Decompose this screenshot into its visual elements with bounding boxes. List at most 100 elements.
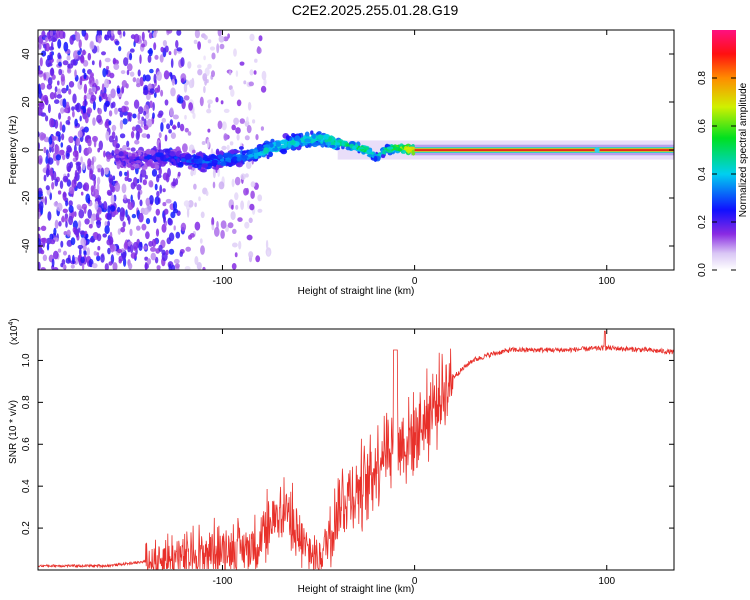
noise-blob bbox=[209, 46, 216, 51]
noise-blob bbox=[249, 69, 254, 76]
noise-blob bbox=[139, 76, 144, 87]
noise-blob bbox=[194, 256, 199, 265]
noise-blob bbox=[58, 112, 62, 120]
noise-blob bbox=[60, 73, 65, 82]
noise-blob bbox=[160, 122, 164, 132]
noise-blob bbox=[127, 63, 133, 72]
noise-blob bbox=[244, 221, 250, 229]
noise-blob bbox=[203, 86, 206, 94]
noise-blob bbox=[171, 125, 177, 130]
noise-blob bbox=[145, 197, 151, 207]
ridge-blob bbox=[397, 148, 403, 152]
snr-y-tick-label: 0.2 bbox=[21, 521, 32, 535]
noise-blob bbox=[93, 137, 97, 148]
noise-blob bbox=[117, 206, 121, 213]
noise-blob bbox=[78, 144, 82, 154]
noise-blob bbox=[90, 185, 94, 193]
noise-blob bbox=[38, 226, 41, 231]
noise-blob bbox=[207, 39, 212, 44]
noise-blob bbox=[175, 231, 181, 239]
noise-blob bbox=[255, 255, 261, 263]
noise-blob bbox=[39, 57, 43, 67]
snr-panel: -100 0 100 0.2 0.4 0.6 0.8 1.0 Height of straig… bbox=[8, 318, 675, 595]
noise-blob bbox=[154, 87, 159, 94]
noise-blob bbox=[54, 86, 58, 93]
noise-blob bbox=[45, 185, 50, 191]
noise-blob bbox=[45, 168, 50, 178]
spectrogram-frame bbox=[37, 29, 675, 271]
ridge-blob bbox=[206, 157, 211, 162]
noise-blob bbox=[250, 190, 255, 199]
noise-blob bbox=[156, 71, 162, 82]
noise-blob bbox=[169, 119, 174, 126]
noise-blob bbox=[182, 143, 188, 153]
noise-blob bbox=[40, 249, 45, 255]
noise-blob bbox=[61, 215, 65, 223]
noise-blob bbox=[96, 233, 102, 242]
noise-blob bbox=[82, 68, 86, 74]
noise-blob bbox=[255, 134, 259, 141]
noise-blob bbox=[150, 246, 156, 252]
noise-blob bbox=[215, 97, 219, 103]
noise-blob bbox=[145, 218, 151, 225]
noise-blob bbox=[237, 217, 243, 223]
noise-blob bbox=[75, 102, 82, 113]
ridge-blob bbox=[180, 154, 187, 158]
noise-blob bbox=[129, 52, 133, 61]
noise-blob bbox=[235, 127, 241, 134]
ridge-blob bbox=[172, 148, 178, 153]
ridge-blob bbox=[193, 155, 201, 159]
noise-blob bbox=[123, 241, 129, 250]
snr-y-tick-label: 0.4 bbox=[21, 479, 32, 493]
noise-blob bbox=[68, 200, 73, 207]
noise-blob bbox=[49, 30, 53, 37]
noise-blob bbox=[105, 131, 110, 141]
spectrogram-y-axis-label: Frequency (Hz) bbox=[8, 116, 19, 185]
noise-blob bbox=[173, 258, 180, 264]
noise-blob bbox=[220, 220, 227, 229]
ridge-blob bbox=[139, 155, 145, 160]
noise-blob bbox=[101, 83, 105, 93]
snr-axes-ticks: -100 0 100 0.2 0.4 0.6 0.8 1.0 bbox=[21, 329, 674, 587]
noise-blob bbox=[249, 203, 255, 211]
noise-blob bbox=[144, 256, 149, 261]
noise-blob bbox=[40, 82, 46, 90]
noise-blob bbox=[54, 99, 60, 104]
noise-blob bbox=[57, 80, 60, 86]
noise-blob bbox=[250, 181, 256, 188]
noise-blob bbox=[104, 34, 110, 41]
spectrogram-x-tick-label: 0 bbox=[412, 276, 418, 287]
noise-blob bbox=[138, 212, 144, 223]
noise-blob bbox=[218, 35, 225, 43]
noise-blob bbox=[114, 40, 120, 46]
noise-blob bbox=[51, 136, 57, 141]
snr-line bbox=[38, 330, 674, 570]
noise-blob bbox=[164, 134, 168, 142]
ridge-blob bbox=[215, 148, 220, 155]
snr-y-tick-label: 0.8 bbox=[21, 395, 32, 409]
noise-blob bbox=[252, 119, 256, 124]
noise-blob bbox=[231, 263, 237, 270]
noise-blob bbox=[159, 54, 164, 63]
noise-blob bbox=[246, 116, 249, 124]
noise-blob bbox=[111, 124, 117, 132]
noise-blob bbox=[185, 246, 191, 252]
noise-blob bbox=[58, 134, 61, 143]
noise-blob bbox=[97, 33, 102, 44]
noise-blob bbox=[211, 224, 215, 231]
noise-blob bbox=[97, 108, 103, 115]
noise-blob bbox=[136, 225, 141, 231]
noise-blob bbox=[114, 182, 121, 193]
noise-blob bbox=[184, 266, 191, 270]
noise-blob bbox=[232, 228, 237, 234]
ridge-blob bbox=[165, 155, 169, 159]
noise-blob bbox=[151, 169, 158, 177]
noise-blob bbox=[46, 237, 52, 245]
noise-blob bbox=[148, 32, 153, 39]
noise-blob bbox=[38, 155, 43, 165]
noise-blob bbox=[137, 190, 141, 201]
ridge-blob bbox=[121, 162, 125, 166]
ridge-blob bbox=[236, 157, 242, 162]
ridge-blob bbox=[238, 146, 244, 150]
noise-blob bbox=[161, 223, 167, 233]
